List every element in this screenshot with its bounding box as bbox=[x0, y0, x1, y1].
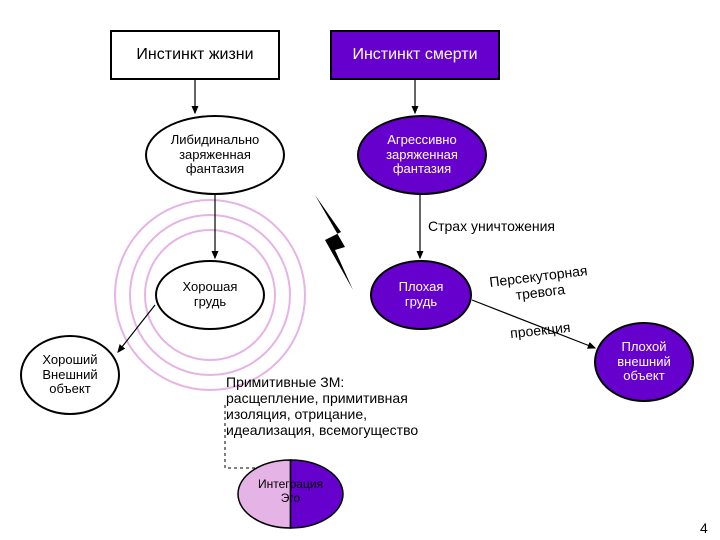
projection-text: проекция bbox=[509, 319, 571, 341]
defenses-text: Примитивные ЗМ:расщепление, примитивнаяи… bbox=[226, 374, 418, 438]
good-object-node: ХорошийВнешнийобъект bbox=[20, 335, 120, 415]
libido-fantasy-node: Либидинальнозаряженнаяфантазия bbox=[145, 115, 285, 195]
fear-text: Страх уничтожения bbox=[428, 218, 555, 234]
libido-fantasy-label: Либидинальнозаряженнаяфантазия bbox=[171, 133, 260, 178]
good-object-label: ХорошийВнешнийобъект bbox=[42, 353, 97, 398]
bad-breast-node: Плохаягрудь bbox=[370, 260, 472, 330]
persecutory-label: Персекуторнаятревога bbox=[488, 262, 590, 306]
death-instinct-box: Инстинкт смерти bbox=[330, 30, 500, 80]
aggressive-fantasy-node: Агрессивнозаряженнаяфантазия bbox=[357, 115, 487, 195]
defenses-label: Примитивные ЗМ:расщепление, примитивнаяи… bbox=[226, 374, 418, 438]
good-breast-node: Хорошаягрудь bbox=[155, 260, 265, 330]
ego-integration-label: ИнтеграцияЭго bbox=[258, 477, 323, 505]
ego-integration-node: ИнтеграцияЭго bbox=[238, 478, 343, 506]
death-instinct-label: Инстинкт смерти bbox=[352, 45, 477, 64]
persecutory-text: Персекуторнаятревога bbox=[488, 262, 588, 303]
good-breast-label: Хорошаягрудь bbox=[183, 280, 238, 310]
projection-label: проекция bbox=[509, 319, 571, 341]
bad-object-node: Плохойвнешнийобъект bbox=[594, 322, 694, 402]
diagram-svg bbox=[0, 0, 720, 540]
bad-object-label: Плохойвнешнийобъект bbox=[617, 340, 670, 385]
page-number-text: 4 bbox=[700, 520, 708, 536]
lightning-icon bbox=[315, 195, 353, 290]
fear-label: Страх уничтожения bbox=[428, 218, 555, 234]
life-instinct-label: Инстинкт жизни bbox=[136, 45, 253, 64]
life-instinct-box: Инстинкт жизни bbox=[110, 30, 280, 80]
bad-breast-label: Плохаягрудь bbox=[399, 280, 444, 310]
page-number: 4 bbox=[700, 520, 708, 536]
aggressive-fantasy-label: Агрессивнозаряженнаяфантазия bbox=[386, 133, 458, 178]
